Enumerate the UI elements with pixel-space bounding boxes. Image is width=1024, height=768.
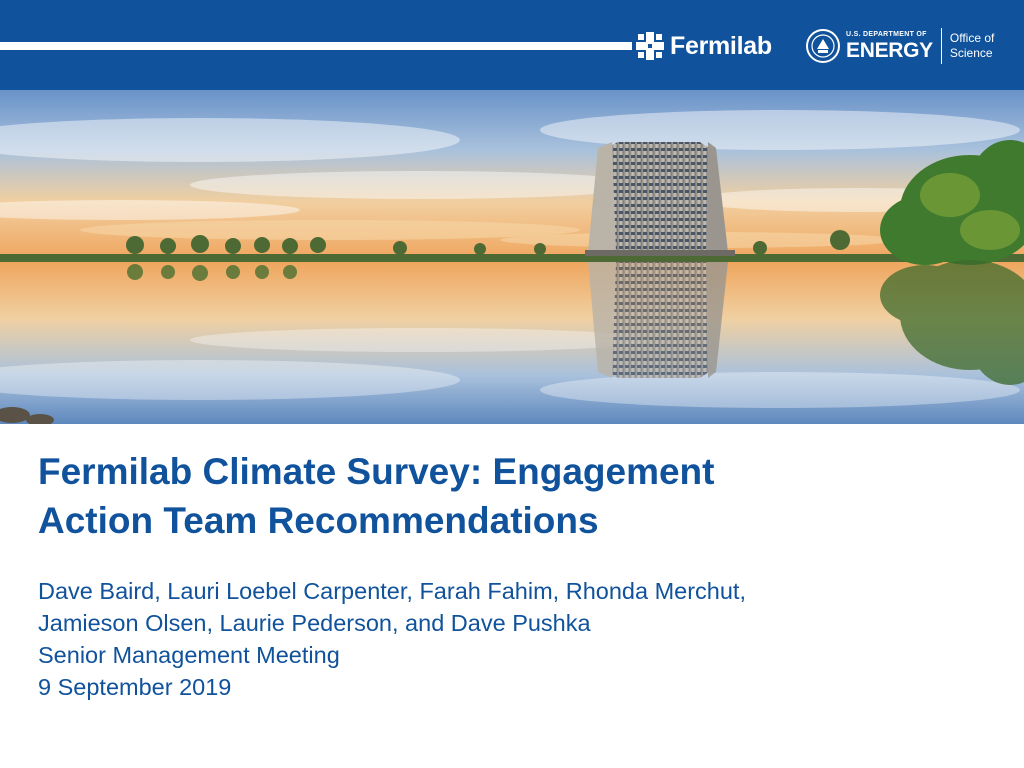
doe-divider (940, 28, 942, 64)
office-line-1: Office of (949, 31, 995, 45)
authors-line-2: Jamieson Olsen, Laurie Pederson, and Dav… (38, 610, 591, 636)
title-line-1: Fermilab Climate Survey: Engagement (38, 451, 715, 492)
slide-subtitle: Dave Baird, Lauri Loebel Carpenter, Fara… (38, 575, 988, 703)
doe-wordmark: U.S. DEPARTMENT OF ENERGY (846, 31, 933, 61)
fermilab-logo: Fermilab (636, 30, 772, 62)
meeting-name: Senior Management Meeting (38, 642, 340, 668)
doe-department-label: U.S. DEPARTMENT OF (846, 31, 927, 38)
fermilab-logo-text: Fermilab (670, 31, 772, 60)
doe-logo: U.S. DEPARTMENT OF ENERGY Office of Scie… (806, 25, 994, 67)
hero-photo (0, 90, 1024, 424)
office-line-2: Science (949, 46, 993, 60)
authors-line-1: Dave Baird, Lauri Loebel Carpenter, Fara… (38, 578, 746, 604)
fermilab-mark-icon (636, 32, 664, 60)
wilson-hall-building (585, 142, 735, 256)
wilson-hall-lake-photo (0, 90, 1024, 424)
slide-title: Fermilab Climate Survey: Engagement Acti… (38, 447, 988, 545)
doe-energy-label: ENERGY (846, 39, 933, 62)
header-stripe (0, 42, 632, 50)
doe-seal-icon (806, 29, 840, 63)
meeting-date: 9 September 2019 (38, 674, 232, 700)
office-of-science-label: Office of Science (950, 31, 994, 61)
header-bar: Fermilab U.S. DEPARTMENT OF ENERGY Offic… (0, 0, 1024, 90)
title-line-2: Action Team Recommendations (38, 500, 599, 541)
